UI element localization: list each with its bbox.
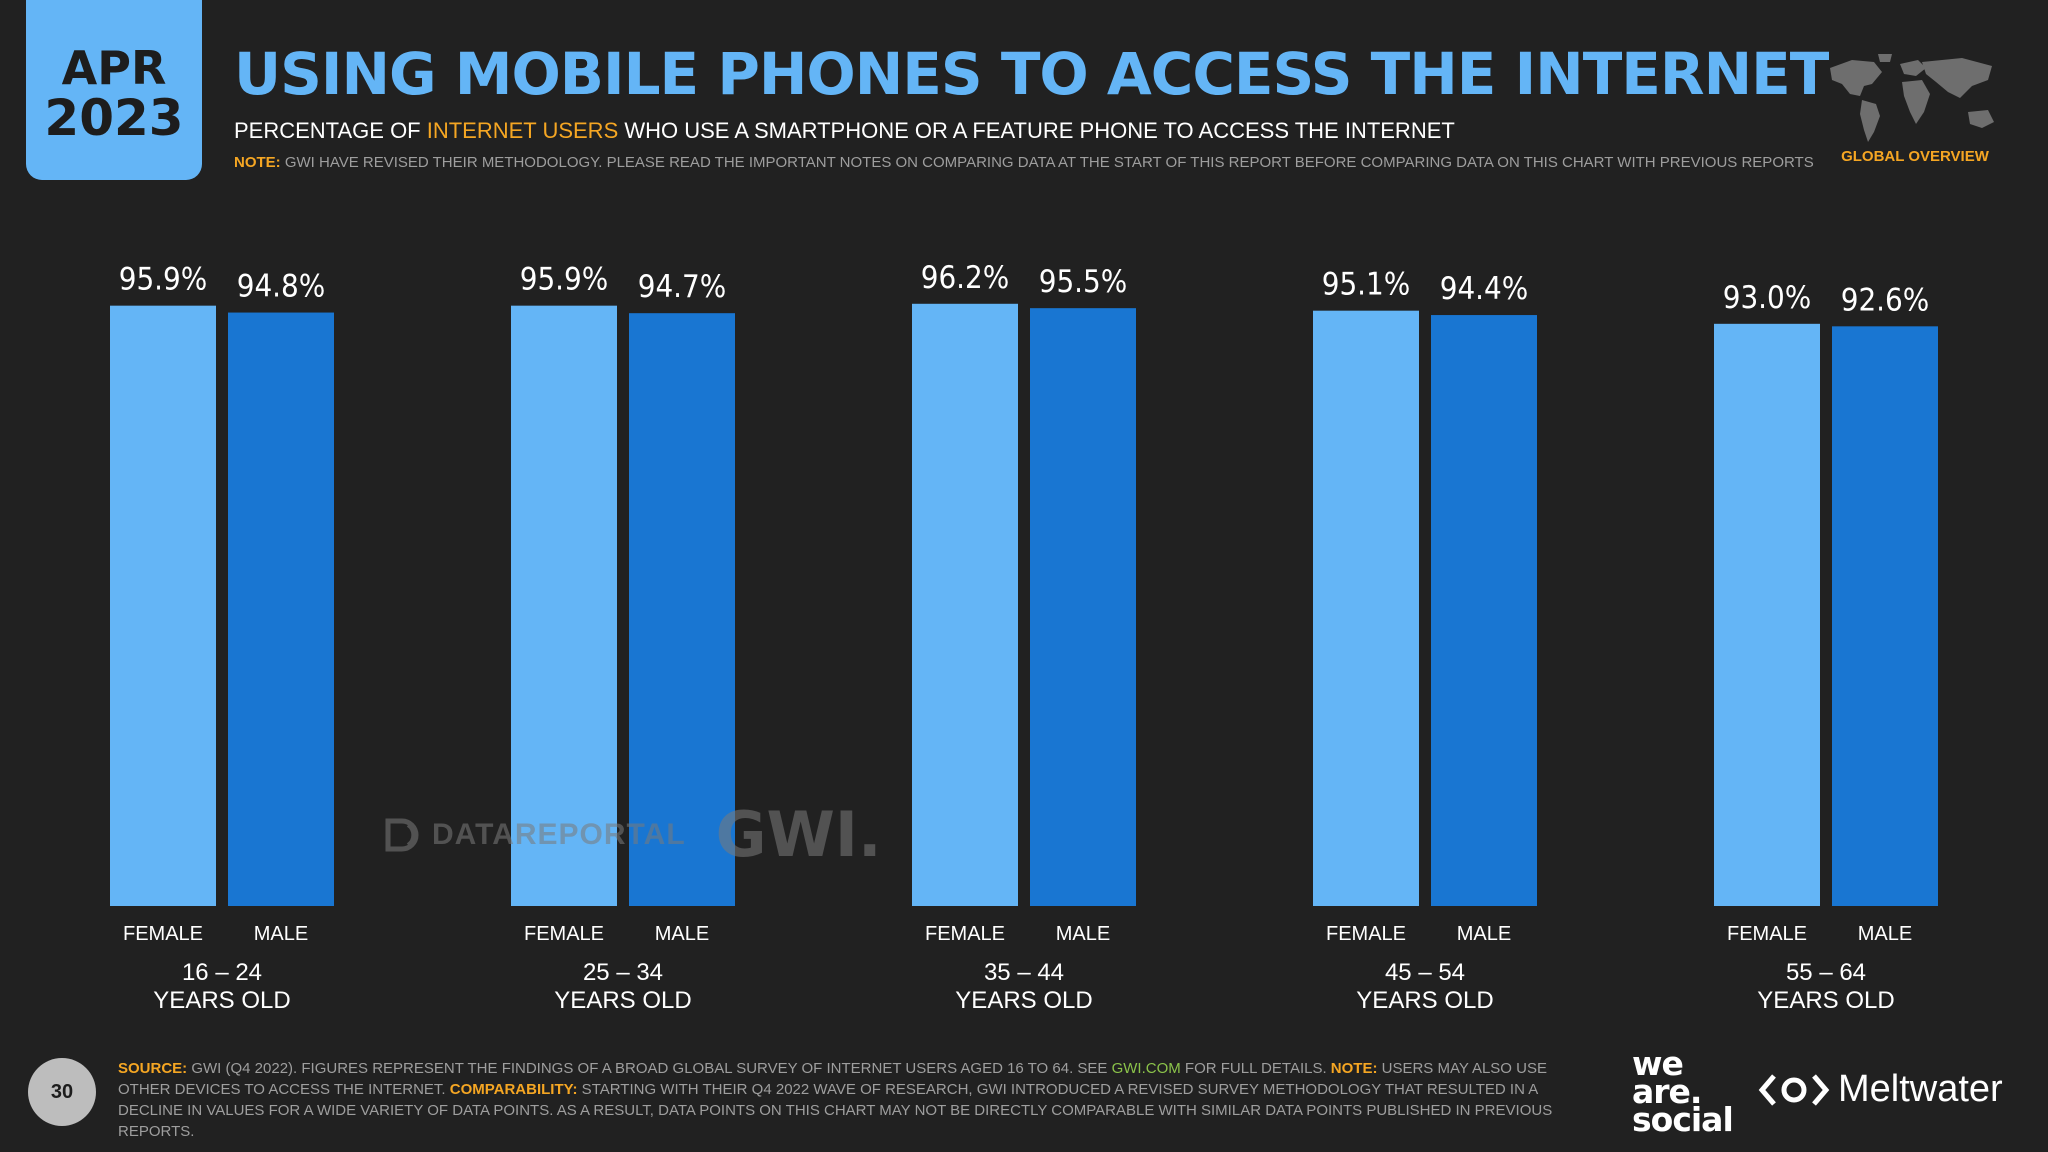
- series-label-male: MALE: [1457, 923, 1511, 945]
- logo-line-are: are.: [1632, 1072, 1702, 1111]
- page-number: 30: [28, 1058, 96, 1126]
- meltwater-icon: [1758, 1073, 1830, 1106]
- data-label-female-4: 95.1%: [1322, 267, 1411, 303]
- date-badge: APR 2023: [26, 0, 202, 180]
- footer-note-text: USERS MAY ALSO USE OTHER DEVICES TO ACCE…: [118, 1060, 1547, 1098]
- page-title: USING MOBILE PHONES TO ACCESS THE INTERN…: [234, 40, 1829, 108]
- section-label: GLOBAL OVERVIEW: [1841, 148, 1989, 165]
- data-label-male-4: 94.4%: [1440, 271, 1529, 307]
- series-label-female: FEMALE: [925, 923, 1005, 945]
- bar-male-1: [228, 312, 334, 906]
- world-map-icon: [1830, 54, 1994, 142]
- data-label-male-2: 94.7%: [638, 269, 727, 305]
- age-group-suffix: YEARS OLD: [153, 987, 290, 1014]
- age-group-suffix: YEARS OLD: [1757, 987, 1894, 1014]
- subtitle-text-end: WHO USE A SMARTPHONE OR A FEATURE PHONE …: [618, 118, 1455, 143]
- age-group-label: 55 – 64: [1786, 959, 1866, 986]
- series-label-male: MALE: [1056, 923, 1110, 945]
- bar-male-4: [1431, 315, 1537, 906]
- source-text: GWI (Q4 2022). FIGURES REPRESENT THE FIN…: [187, 1060, 1112, 1077]
- age-group-label: 25 – 34: [583, 959, 663, 986]
- age-group-label: 35 – 44: [984, 959, 1064, 986]
- bar-female-5: [1714, 323, 1820, 906]
- gwi-logo: GWI.: [715, 798, 882, 871]
- source-note: SOURCE: GWI (Q4 2022). FIGURES REPRESENT…: [118, 1058, 1598, 1142]
- datareportal-icon: [385, 818, 419, 851]
- data-label-female-1: 95.9%: [119, 262, 208, 298]
- source-link[interactable]: GWI.COM: [1111, 1060, 1181, 1077]
- data-label-male-1: 94.8%: [237, 269, 326, 305]
- bar-female-2: [511, 305, 617, 906]
- bar-female-1: [110, 305, 216, 906]
- age-group-suffix: YEARS OLD: [554, 987, 691, 1014]
- series-label-male: MALE: [1858, 923, 1912, 945]
- data-label-female-3: 96.2%: [921, 260, 1010, 296]
- note-text: GWI HAVE REVISED THEIR METHODOLOGY. PLEA…: [280, 154, 1814, 171]
- series-label-female: FEMALE: [1326, 923, 1406, 945]
- footer-note-label: NOTE:: [1330, 1060, 1378, 1077]
- data-label-female-2: 95.9%: [520, 262, 609, 298]
- subtitle-highlight: INTERNET USERS: [426, 118, 619, 143]
- methodology-note: NOTE: GWI HAVE REVISED THEIR METHODOLOGY…: [234, 154, 1814, 171]
- logo-line-we: we: [1632, 1044, 1684, 1083]
- we-are-social-logo: we are. social: [1632, 1044, 1734, 1139]
- series-label-male: MALE: [655, 923, 709, 945]
- series-label-female: FEMALE: [123, 923, 203, 945]
- series-label-female: FEMALE: [1727, 923, 1807, 945]
- comparability-text: STARTING WITH THEIR Q4 2022 WAVE OF RESE…: [118, 1081, 1553, 1140]
- bar-female-3: [912, 303, 1018, 907]
- date-month: APR: [61, 40, 167, 95]
- series-label-male: MALE: [254, 923, 308, 945]
- data-label-male-5: 92.6%: [1841, 282, 1930, 318]
- bar-female-4: [1313, 310, 1419, 906]
- date-year: 2023: [44, 88, 184, 147]
- age-group-suffix: YEARS OLD: [1356, 987, 1493, 1014]
- bar-male-2: [629, 313, 735, 907]
- meltwater-text: Meltwater: [1838, 1068, 2003, 1110]
- watermark: DATAREPORTAL GWI.: [384, 798, 882, 871]
- age-group-suffix: YEARS OLD: [955, 987, 1092, 1014]
- datareportal-logo: DATAREPORTAL: [384, 817, 686, 853]
- bar-male-3: [1030, 308, 1136, 906]
- series-label-female: FEMALE: [524, 923, 604, 945]
- age-group-label: 16 – 24: [182, 959, 262, 986]
- subtitle-text: PERCENTAGE OF: [234, 118, 427, 143]
- meltwater-logo: Meltwater: [1758, 1068, 2003, 1111]
- note-label: NOTE:: [234, 154, 281, 171]
- age-group-label: 45 – 54: [1385, 959, 1465, 986]
- source-text-2: FOR FULL DETAILS.: [1180, 1060, 1331, 1077]
- bar-male-5: [1832, 326, 1938, 907]
- data-label-female-5: 93.0%: [1723, 280, 1812, 316]
- logo-line-social: social: [1632, 1100, 1734, 1139]
- subtitle: PERCENTAGE OF INTERNET USERS WHO USE A S…: [234, 118, 1455, 144]
- datareportal-text: DATAREPORTAL: [432, 817, 686, 851]
- comparability-label: COMPARABILITY:: [449, 1081, 578, 1098]
- source-label: SOURCE:: [118, 1060, 188, 1077]
- data-label-male-3: 95.5%: [1039, 264, 1128, 300]
